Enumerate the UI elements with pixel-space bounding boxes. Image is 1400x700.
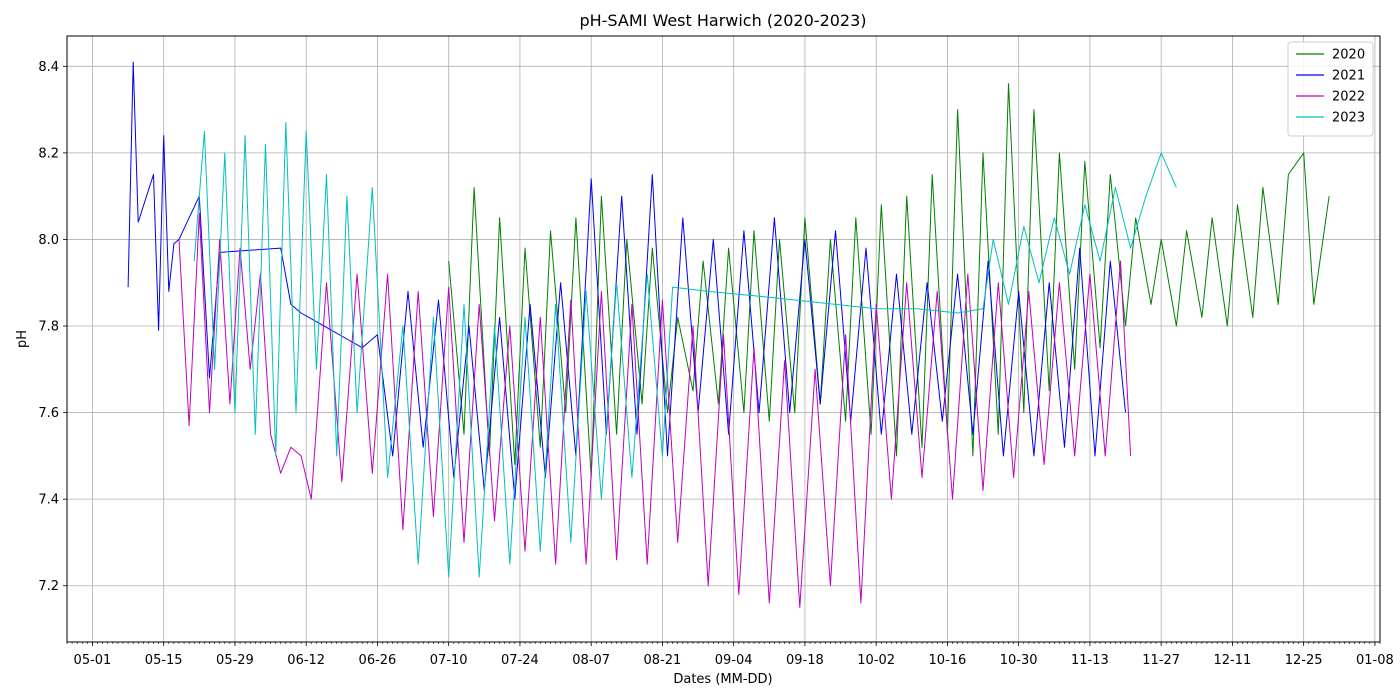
- grid-lines: [67, 36, 1380, 642]
- y-tick-label: 8.0: [38, 233, 59, 248]
- series-line-2021: [127, 61, 1126, 500]
- x-axis-ticks: 05-01 05-15 05-29 06-12 06-26 07-10 07-24 08-07…: [66, 642, 1394, 668]
- legend-label-2021: 2021: [1332, 69, 1365, 84]
- legend-box: [1287, 41, 1374, 137]
- series-line-2023: [193, 122, 1177, 578]
- y-tick-label: 7.6: [38, 406, 59, 421]
- legend: 2020 2021 2022 2023: [1287, 41, 1374, 137]
- x-tick-label: 11-27: [1142, 653, 1180, 668]
- x-tick-label: 06-26: [359, 653, 397, 668]
- series-lines: [127, 61, 1330, 608]
- legend-label-2020: 2020: [1332, 48, 1365, 63]
- x-tick-label: 09-04: [715, 653, 753, 668]
- y-tick-label: 7.8: [38, 320, 59, 335]
- y-tick-label: 8.2: [38, 146, 59, 161]
- y-tick-label: 7.2: [38, 579, 59, 594]
- y-axis-ticks: 7.2 7.4 7.6 7.8 8.0 8.2 8.4: [38, 60, 67, 594]
- x-tick-label: 08-21: [644, 653, 682, 668]
- x-tick-label: 10-16: [929, 653, 967, 668]
- chart-title: pH-SAMI West Harwich (2020-2023): [579, 11, 866, 30]
- x-tick-label: 10-02: [857, 653, 895, 668]
- x-tick-label: 01-08: [1356, 653, 1394, 668]
- x-tick-label: 05-29: [216, 653, 254, 668]
- x-tick-label: 12-11: [1214, 653, 1252, 668]
- x-tick-label: 08-07: [572, 653, 610, 668]
- x-tick-label: 09-18: [786, 653, 824, 668]
- series-line-2020: [448, 83, 1330, 478]
- y-tick-label: 7.4: [38, 493, 59, 508]
- x-tick-label: 05-01: [74, 653, 112, 668]
- x-tick-label: 12-25: [1285, 653, 1323, 668]
- x-tick-label: 07-10: [430, 653, 468, 668]
- x-axis-label: Dates (MM-DD): [673, 672, 772, 687]
- legend-label-2023: 2023: [1332, 111, 1365, 126]
- x-tick-label: 06-12: [287, 653, 325, 668]
- x-tick-label: 05-15: [145, 653, 183, 668]
- x-tick-label: 10-30: [1000, 653, 1038, 668]
- x-tick-label: 11-13: [1071, 653, 1109, 668]
- y-axis-label: pH: [15, 330, 30, 348]
- legend-label-2022: 2022: [1332, 90, 1365, 105]
- x-tick-label: 07-24: [501, 653, 539, 668]
- y-tick-label: 8.4: [38, 60, 59, 75]
